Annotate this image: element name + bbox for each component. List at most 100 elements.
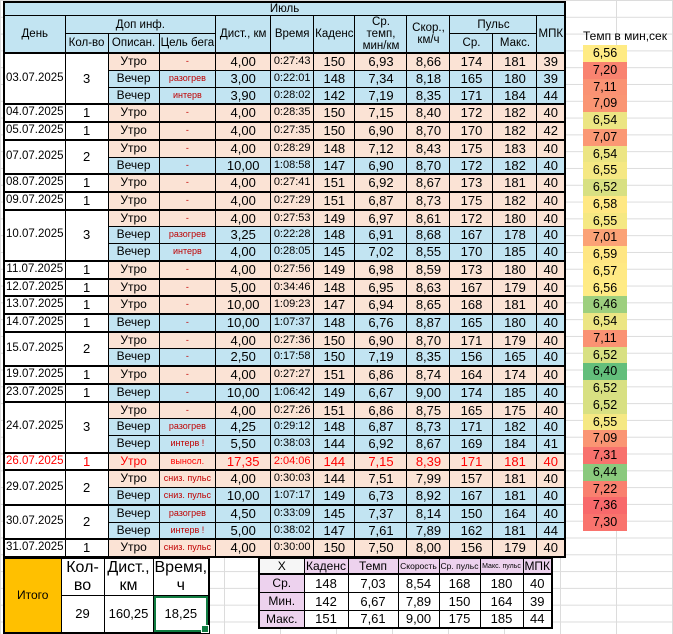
cell-distance[interactable]: 5,00 (215, 521, 272, 540)
cell-time[interactable]: 1:06:42 (270, 382, 315, 403)
summary-header[interactable]: Каденс (303, 557, 349, 575)
cell-run-goal[interactable]: разогрев (158, 226, 217, 245)
cell-vo2max[interactable]: 44 (536, 86, 566, 105)
cell-date[interactable]: 19.07.2025 (3, 365, 66, 385)
totals-header-distance[interactable]: Дист., км (103, 557, 154, 596)
cell-avg-pace[interactable]: 6,92 (354, 434, 408, 454)
cell-run-count[interactable]: 2 (64, 469, 109, 506)
summary-row-label[interactable]: Макс. (258, 609, 305, 629)
cell-vo2max[interactable]: 40 (536, 348, 566, 367)
cell-time[interactable]: 0:38:03 (270, 434, 315, 454)
cell-distance[interactable]: 10,00 (215, 295, 272, 315)
cell-time[interactable]: 0:17:58 (270, 348, 315, 367)
cell-vo2max[interactable]: 40 (536, 259, 566, 280)
cell-pulse-avg[interactable]: 172 (449, 156, 494, 175)
cell-vo2max[interactable]: 40 (536, 295, 566, 315)
col-header-time[interactable]: Время (270, 15, 315, 54)
cell-cadence[interactable]: 145 (313, 243, 356, 262)
pace-cell[interactable]: 6,58 (583, 195, 627, 213)
cell-distance[interactable]: 5,00 (215, 277, 272, 297)
cell-run-count[interactable]: 2 (64, 138, 109, 175)
cell-avg-pace[interactable]: 6,90 (354, 121, 408, 141)
cell-date[interactable]: 13.07.2025 (3, 295, 66, 315)
pace-cell[interactable]: 6,54 (583, 145, 627, 163)
cell-date[interactable]: 10.07.2025 (3, 208, 66, 262)
cell-vo2max[interactable]: 42 (536, 121, 566, 141)
cell-avg-pace[interactable]: 6,76 (354, 312, 408, 333)
cell-time[interactable]: 0:27:26 (270, 400, 315, 420)
cell-pulse-max[interactable]: 181 (492, 487, 538, 506)
cell-run-count[interactable]: 1 (64, 365, 109, 385)
cell-pulse-max[interactable]: 181 (492, 521, 538, 540)
cell-session[interactable]: Вечер (107, 487, 160, 506)
cell-run-goal[interactable]: интерв ! (158, 521, 217, 540)
cell-vo2max[interactable]: 40 (536, 418, 566, 436)
cell-avg-pace[interactable]: 7,15 (354, 103, 408, 123)
pace-cell[interactable]: 6,52 (583, 346, 627, 364)
cell-date[interactable]: 08.07.2025 (3, 173, 66, 193)
cell-pulse-max[interactable]: 174 (492, 365, 538, 385)
cell-cadence[interactable]: 147 (313, 521, 356, 540)
cell-session[interactable]: Вечер (107, 382, 160, 403)
col-header-pulse-avg[interactable]: Ср. (449, 33, 494, 54)
pace-cell[interactable]: 7,22 (583, 480, 627, 498)
summary-row-label[interactable]: Мин. (258, 591, 305, 611)
pace-cell[interactable]: 7,07 (583, 128, 627, 146)
cell-time[interactable]: 0:28:02 (270, 86, 315, 105)
cell-speed[interactable]: 8,40 (406, 103, 451, 123)
cell-time[interactable]: 0:27:43 (270, 52, 315, 71)
cell-run-count[interactable]: 3 (64, 52, 109, 105)
cell-pulse-max[interactable]: 180 (492, 208, 538, 228)
cell-vo2max[interactable]: 40 (536, 226, 566, 245)
cell-pulse-avg[interactable]: 171 (449, 330, 494, 350)
cell-vo2max[interactable]: 40 (536, 503, 566, 523)
cell-distance[interactable]: 3,90 (215, 86, 272, 105)
cell-run-goal[interactable]: - (158, 190, 217, 211)
cell-vo2max[interactable]: 40 (536, 382, 566, 403)
cell-avg-pace[interactable]: 6,93 (354, 52, 408, 71)
cell-pulse-max[interactable]: 182 (492, 121, 538, 141)
cell-pulse-avg[interactable]: 171 (449, 86, 494, 105)
pace-cell[interactable]: 6,52 (583, 179, 627, 196)
cell-avg-pace[interactable]: 7,19 (354, 348, 408, 367)
cell-cadence[interactable]: 150 (313, 330, 356, 350)
summary-header[interactable]: МПК (522, 557, 553, 575)
pace-cell[interactable]: 6,52 (583, 380, 627, 397)
cell-vo2max[interactable]: 40 (536, 208, 566, 228)
cell-session[interactable]: Утро (107, 208, 160, 228)
cell-session[interactable]: Утро (107, 295, 160, 315)
pace-cell[interactable]: 6,57 (583, 262, 627, 280)
cell-session[interactable]: Вечер (107, 243, 160, 262)
cell-run-count[interactable]: 1 (64, 538, 109, 558)
col-header-distance[interactable]: Дист., км (215, 15, 272, 54)
cell-distance[interactable]: 4,00 (215, 330, 272, 350)
cell-vo2max[interactable]: 40 (536, 173, 566, 193)
cell-pulse-max[interactable]: 184 (492, 86, 538, 105)
cell-speed[interactable]: 8,39 (406, 451, 451, 471)
cell-avg-pace[interactable]: 7,02 (354, 243, 408, 262)
cell-run-goal[interactable]: сниз. пульс (158, 469, 217, 489)
summary-value[interactable]: 150 (438, 591, 481, 611)
pace-cell[interactable]: 6,56 (583, 45, 627, 62)
cell-cadence[interactable]: 148 (313, 277, 356, 297)
cell-pulse-avg[interactable]: 171 (449, 451, 494, 471)
cell-vo2max[interactable]: 40 (536, 538, 566, 558)
cell-time[interactable]: 0:27:27 (270, 365, 315, 385)
cell-session[interactable]: Утро (107, 121, 160, 141)
cell-vo2max[interactable]: 40 (536, 138, 566, 158)
summary-value[interactable]: 164 (479, 591, 524, 611)
cell-distance[interactable]: 4,00 (215, 400, 272, 420)
cell-time[interactable]: 1:08:58 (270, 156, 315, 175)
cell-speed[interactable]: 8,92 (406, 487, 451, 506)
cell-distance[interactable]: 4,00 (215, 121, 272, 141)
pace-cell[interactable]: 7,11 (583, 329, 627, 347)
summary-value[interactable]: 9,00 (397, 609, 440, 629)
cell-avg-pace[interactable]: 6,97 (354, 208, 408, 228)
cell-session[interactable]: Вечер (107, 156, 160, 175)
cell-date[interactable]: 23.07.2025 (3, 382, 66, 403)
cell-avg-pace[interactable]: 6,91 (354, 226, 408, 245)
summary-header[interactable]: Темп (347, 557, 399, 575)
cell-pulse-max[interactable]: 180 (492, 259, 538, 280)
pace-cell[interactable]: 7,09 (583, 95, 627, 112)
cell-pulse-max[interactable]: 178 (492, 226, 538, 245)
